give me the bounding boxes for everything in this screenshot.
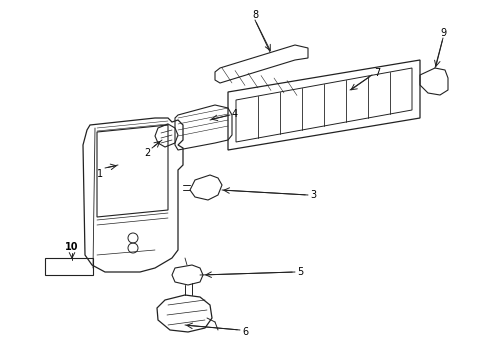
Text: 8: 8	[252, 10, 258, 20]
Bar	[45, 258, 93, 275]
Text: 9: 9	[440, 28, 446, 38]
Text: 7: 7	[374, 68, 380, 78]
Text: 4: 4	[232, 109, 238, 119]
Text: 3: 3	[310, 190, 316, 200]
Text: 1: 1	[97, 169, 103, 179]
Text: 6: 6	[242, 327, 248, 337]
Text: 2: 2	[144, 148, 150, 158]
Text: 10: 10	[65, 242, 79, 252]
Text: 5: 5	[297, 267, 303, 277]
